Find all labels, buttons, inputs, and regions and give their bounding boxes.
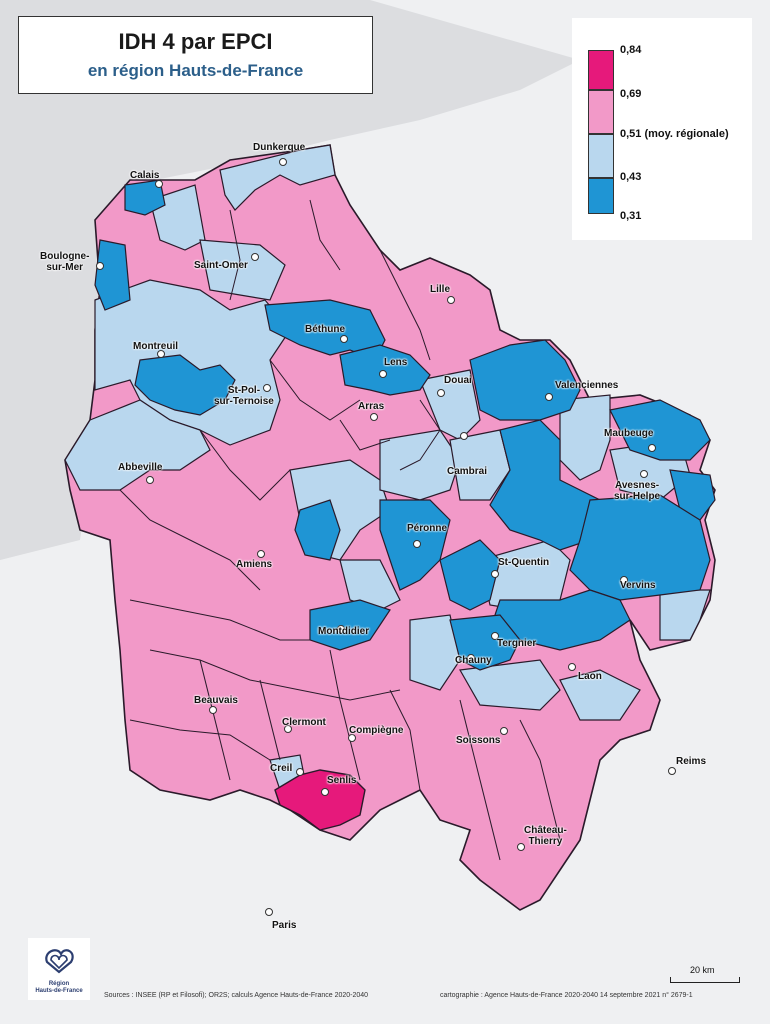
city-dot-valenciennes — [545, 393, 553, 401]
city-label-reims: Reims — [676, 756, 707, 767]
epci-borders — [119, 199, 561, 861]
city-label-avesnes: Avesnes- sur-Helpe — [614, 480, 661, 502]
sea — [0, 0, 370, 560]
city-dot-boulogne — [96, 262, 104, 270]
city-dot-cambrai — [460, 432, 468, 440]
city-label-boulogne: Boulogne- sur-Mer — [40, 251, 90, 273]
city-dot-beauvais — [209, 706, 217, 714]
city-dot-soissons — [500, 727, 508, 735]
city-label-paris: Paris — [272, 920, 297, 931]
legend-label-043: 0,43 — [620, 171, 642, 183]
scale-label: 20 km — [690, 965, 715, 975]
city-dot-montreuil — [157, 350, 165, 358]
city-dot-chateau-thierry — [517, 843, 525, 851]
city-dot-abbeville — [146, 476, 154, 484]
city-label-bethune: Béthune — [305, 324, 345, 335]
city-label-valenciennes: Valenciennes — [555, 380, 619, 391]
city-label-senlis: Senlis — [327, 775, 357, 786]
city-label-creil: Creil — [270, 763, 293, 774]
city-label-tergnier: Tergnier — [497, 638, 537, 649]
city-dot-paris — [265, 908, 273, 916]
city-dot-maubeuge — [648, 444, 656, 452]
logo-text-2: Hauts-de-France — [35, 988, 83, 994]
city-dot-st-pol — [263, 384, 271, 392]
map-title-box: IDH 4 par EPCI en région Hauts-de-France — [18, 16, 373, 94]
city-label-laon: Laon — [578, 671, 602, 682]
city-label-cambrai: Cambrai — [447, 466, 488, 477]
legend-label-051: 0,51 (moy. régionale) — [620, 128, 729, 140]
city-dot-saint-omer — [251, 253, 259, 261]
legend: 0,84 0,69 0,51 (moy. régionale) 0,43 0,3… — [572, 18, 752, 240]
city-label-st-pol: St-Pol- sur-Ternoise — [214, 385, 274, 407]
city-label-arras: Arras — [358, 401, 385, 412]
scale-bar: 20 km — [670, 965, 740, 985]
legend-swatch-069 — [588, 90, 614, 134]
city-dot-bethune — [340, 335, 348, 343]
city-label-montdidier: Montdidier — [318, 626, 370, 637]
city-dot-chauny — [467, 654, 475, 662]
city-label-chateau-thierry: Château- Thierry — [524, 825, 567, 847]
city-dot-montdidier — [337, 625, 345, 633]
city-label-beauvais: Beauvais — [194, 695, 238, 706]
city-dot-arras — [370, 413, 378, 421]
city-label-peronne: Péronne — [407, 523, 448, 534]
city-label-saint-omer: Saint-Omer — [194, 260, 248, 271]
city-label-lille: Lille — [430, 284, 451, 295]
city-label-compiegne: Compiègne — [349, 725, 404, 736]
city-dot-lens — [379, 370, 387, 378]
legend-swatch-043 — [588, 178, 614, 214]
city-dot-st-quentin — [491, 570, 499, 578]
city-label-dunkerque: Dunkerque — [253, 142, 306, 153]
city-dot-compiegne — [348, 734, 356, 742]
legend-label-084: 0,84 — [620, 44, 642, 56]
city-label-abbeville: Abbeville — [118, 462, 163, 473]
city-label-soissons: Soissons — [456, 735, 501, 746]
city-dot-lille — [447, 296, 455, 304]
city-label-clermont: Clermont — [282, 717, 326, 728]
logo-text-1: Région — [48, 981, 70, 987]
region-logo: Région Hauts-de-France — [28, 938, 90, 1000]
city-dot-douai — [437, 389, 445, 397]
map-title: IDH 4 par EPCI — [118, 29, 273, 54]
city-dot-senlis — [321, 788, 329, 796]
region-logo-icon — [45, 949, 74, 974]
city-label-calais: Calais — [130, 170, 160, 181]
city-dot-calais — [155, 180, 163, 188]
city-label-chauny: Chauny — [455, 655, 492, 666]
city-dot-reims — [668, 767, 676, 775]
city-label-maubeuge: Maubeuge — [604, 428, 654, 439]
legend-label-069: 0,69 — [620, 88, 642, 100]
scale-line — [670, 977, 740, 983]
city-dot-peronne — [413, 540, 421, 548]
legend-swatch-051 — [588, 134, 614, 178]
city-label-douai: Douai — [444, 375, 472, 386]
city-label-vervins: Vervins — [620, 580, 656, 591]
zones-043 — [94, 179, 716, 671]
city-label-lens: Lens — [384, 357, 408, 368]
footer-credits: cartographie : Agence Hauts-de-France 20… — [440, 992, 693, 999]
city-label-st-quentin: St-Quentin — [498, 557, 550, 568]
map-subtitle: en région Hauts-de-France — [87, 61, 304, 80]
city-dot-tergnier — [491, 632, 499, 640]
city-dot-creil — [296, 768, 304, 776]
city-label-amiens: Amiens — [236, 559, 273, 570]
city-dot-laon — [568, 663, 576, 671]
city-label-montreuil: Montreuil — [133, 341, 178, 352]
zone-084-senlis — [274, 769, 366, 831]
city-dot-vervins — [620, 576, 628, 584]
legend-swatch-084 — [588, 50, 614, 90]
city-dot-dunkerque — [279, 158, 287, 166]
footer-sources: Sources : INSEE (RP et Filosofi); OR2S; … — [104, 992, 369, 999]
city-dot-amiens — [257, 550, 265, 558]
city-dot-clermont — [284, 725, 292, 733]
legend-label-031: 0,31 — [620, 210, 642, 222]
city-dot-avesnes — [640, 470, 648, 478]
